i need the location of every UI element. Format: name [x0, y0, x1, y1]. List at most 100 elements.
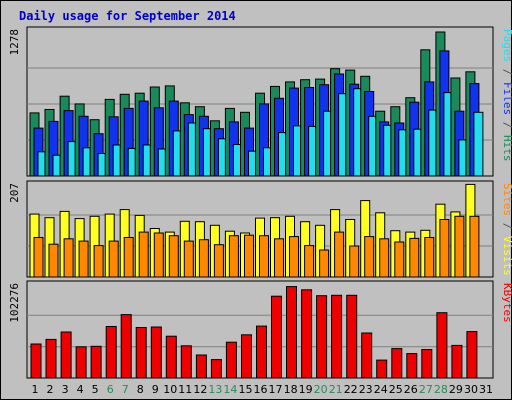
x-tick-label: 7 — [122, 383, 129, 396]
bar-sites-day-15 — [244, 234, 254, 278]
bar-kbytes-day-26 — [406, 353, 418, 379]
bar-sites-day-24 — [379, 238, 390, 278]
x-tick-label: 21 — [329, 383, 343, 396]
x-tick-label: 29 — [449, 383, 463, 396]
bar-sites-day-18 — [289, 236, 299, 278]
bar-kbytes-day-28 — [436, 312, 448, 379]
bar-kbytes-day-3 — [60, 331, 72, 379]
legend-item: Visits — [501, 236, 512, 276]
bar-kbytes-day-2 — [45, 338, 57, 379]
bar-kbytes-day-30 — [466, 331, 478, 379]
bar-kbytes-day-24 — [376, 359, 388, 379]
bar-sites-day-20 — [319, 249, 330, 278]
bar-kbytes-day-23 — [361, 332, 373, 379]
x-tick-label: 1 — [32, 383, 39, 396]
bar-kbytes-day-7 — [120, 314, 132, 379]
legend-item: Files — [501, 82, 512, 115]
bar-kbytes-day-18 — [286, 286, 297, 379]
legend-hits-files-pages: Pages / Files / Hits — [501, 29, 512, 162]
bar-sites-day-30 — [469, 215, 480, 278]
bar-kbytes-day-9 — [150, 326, 162, 379]
bar-sites-day-19 — [304, 245, 315, 278]
bar-kbytes-day-5 — [90, 345, 102, 379]
bar-sites-day-22 — [349, 245, 360, 278]
bar-sites-day-12 — [198, 239, 209, 278]
x-tick-label: 23 — [359, 383, 373, 396]
bar-sites-day-21 — [334, 231, 345, 278]
bar-sites-day-11 — [183, 240, 194, 278]
bar-kbytes-day-1 — [30, 343, 42, 379]
x-tick-label: 30 — [464, 383, 478, 396]
bar-kbytes-day-11 — [180, 345, 192, 379]
bar-kbytes-day-19 — [301, 289, 313, 379]
legend-visits-sites: Sites / Visits — [501, 183, 512, 276]
x-tick-label: 25 — [389, 383, 403, 396]
x-tick-label: 3 — [62, 383, 69, 396]
bar-kbytes-day-14 — [225, 341, 237, 379]
x-tick-label: 16 — [254, 383, 268, 396]
bar-sites-day-1 — [33, 237, 44, 278]
bar-sites-day-9 — [153, 232, 164, 278]
panel-hits-files-pages: 1278 Pages / Files / Hits — [8, 26, 512, 177]
x-tick-label: 6 — [107, 383, 114, 396]
bar-sites-day-2 — [48, 243, 59, 278]
x-tick-label: 8 — [137, 383, 144, 396]
x-tick-label: 15 — [239, 383, 253, 396]
x-tick-label: 24 — [374, 383, 388, 396]
bar-kbytes-day-29 — [451, 344, 463, 379]
bar-sites-day-3 — [63, 238, 74, 278]
x-tick-label: 27 — [419, 383, 433, 396]
bar-kbytes-day-15 — [241, 334, 252, 379]
bar-sites-day-6 — [108, 240, 119, 278]
bar-kbytes-day-21 — [331, 294, 343, 379]
x-tick-label: 13 — [208, 383, 222, 396]
x-tick-label: 5 — [92, 383, 99, 396]
bar-kbytes-day-27 — [421, 349, 433, 379]
panel-kbytes: 102276 KBytes — [8, 280, 512, 379]
bar-kbytes-day-12 — [195, 354, 207, 379]
x-tick-label: 26 — [404, 383, 418, 396]
legend-item: Sites — [501, 183, 512, 216]
x-tick-label: 14 — [223, 383, 237, 396]
y-max-label: 102276 — [8, 283, 21, 323]
bar-kbytes-day-8 — [135, 327, 147, 379]
legend-kbytes: KBytes — [501, 283, 512, 323]
x-tick-label: 19 — [299, 383, 313, 396]
bar-sites-day-16 — [259, 235, 269, 278]
bar-sites-day-27 — [424, 237, 435, 278]
bar-kbytes-day-16 — [256, 325, 267, 379]
legend-item: / — [501, 216, 512, 236]
bar-sites-day-28 — [439, 219, 450, 278]
bar-sites-day-26 — [409, 237, 420, 278]
y-max-label: 207 — [8, 183, 21, 203]
x-tick-label: 11 — [178, 383, 192, 396]
bar-sites-day-4 — [78, 240, 89, 278]
x-tick-label: 2 — [47, 383, 54, 396]
bar-pages-day-30 — [473, 111, 484, 177]
legend-item: KBytes — [501, 283, 512, 323]
legend-item: Pages — [501, 29, 512, 62]
panel-visits-sites: 207 Sites / Visits — [8, 180, 512, 278]
bar-kbytes-day-20 — [316, 295, 328, 379]
bar-kbytes-day-6 — [105, 326, 117, 379]
x-tick-label: 20 — [314, 383, 328, 396]
chart-title: Daily usage for September 2014 — [19, 9, 236, 23]
bar-sites-day-29 — [454, 215, 465, 278]
legend-item: / — [501, 62, 512, 82]
bar-sites-day-25 — [394, 241, 405, 278]
bar-sites-day-7 — [123, 237, 134, 278]
x-tick-label: 22 — [344, 383, 358, 396]
bar-kbytes-day-25 — [391, 348, 403, 379]
bar-kbytes-day-22 — [346, 294, 358, 379]
x-tick-label: 10 — [163, 383, 177, 396]
bar-sites-day-5 — [93, 245, 104, 278]
bar-sites-day-13 — [213, 244, 224, 278]
x-tick-label: 31 — [479, 383, 493, 396]
y-max-label: 1278 — [8, 29, 21, 56]
x-tick-label: 9 — [152, 383, 159, 396]
x-tick-label: 28 — [434, 383, 448, 396]
x-tick-label: 18 — [284, 383, 298, 396]
bar-sites-day-8 — [138, 231, 149, 278]
bar-kbytes-day-13 — [210, 359, 222, 379]
